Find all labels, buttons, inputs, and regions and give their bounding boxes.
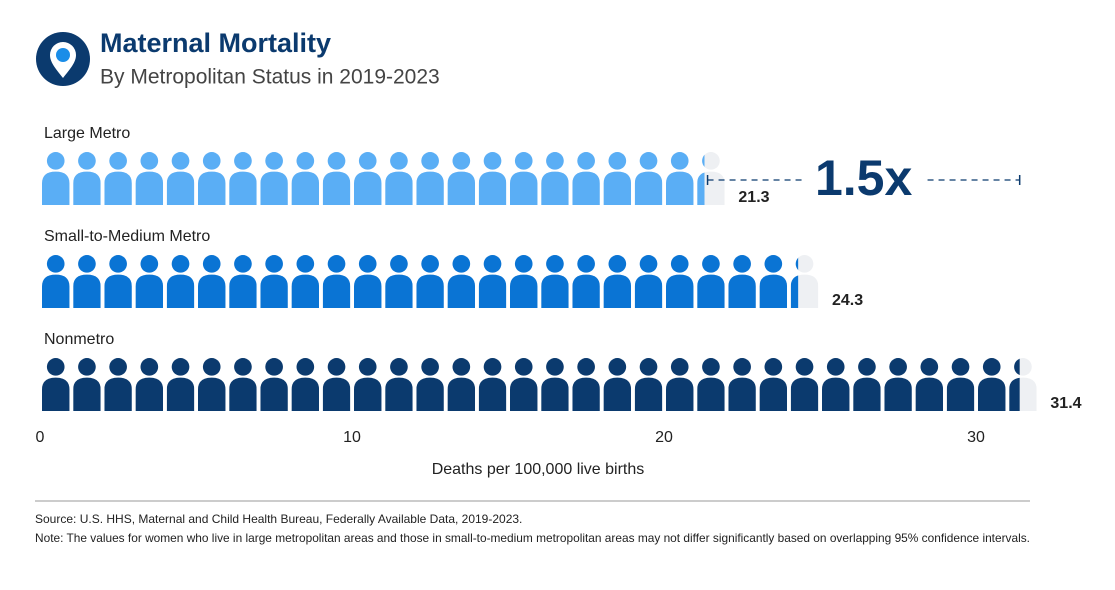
- person-icon: [853, 358, 881, 411]
- chart-subtitle: By Metropolitan Status in 2019-2023: [100, 66, 440, 89]
- person-icon: [478, 358, 507, 411]
- person-icon: [697, 255, 725, 308]
- icon-row: [42, 152, 705, 205]
- person-icon: [104, 358, 132, 411]
- person-icon: [73, 152, 101, 205]
- person-icon: [634, 358, 663, 411]
- person-icon: [759, 358, 788, 411]
- person-icon: [260, 358, 288, 411]
- person-icon: [510, 358, 538, 411]
- x-tick-label: 30: [967, 429, 985, 446]
- person-icon: [572, 358, 600, 411]
- category-label: Large Metro: [44, 125, 130, 142]
- x-axis-label: Deaths per 100,000 live births: [432, 461, 645, 478]
- person-icon: [822, 358, 850, 411]
- person-icon: [260, 255, 288, 308]
- annotation: 1.5x: [815, 150, 913, 206]
- annotation-bg: [803, 152, 924, 208]
- source: Source: U.S. HHS, Maternal and Child Hea…: [35, 512, 522, 526]
- person-icon: [416, 152, 444, 205]
- person-icon: [510, 152, 538, 205]
- person-icon: [697, 358, 725, 411]
- person-icon: [166, 255, 195, 308]
- person-icon: [728, 255, 756, 308]
- value-label: 21.3: [738, 189, 769, 206]
- category-label: Nonmetro: [44, 331, 114, 348]
- person-icon: [198, 255, 226, 308]
- note: Note: The values for women who live in l…: [35, 531, 1030, 545]
- person-icon: [790, 358, 819, 411]
- x-tick-label: 0: [36, 429, 45, 446]
- person-icon: [510, 255, 538, 308]
- x-tick-label: 20: [655, 429, 673, 446]
- person-icon: [541, 255, 569, 308]
- person-icon: [385, 152, 413, 205]
- person-icon: [198, 152, 226, 205]
- person-icon: [260, 152, 288, 205]
- person-icon: [447, 152, 476, 205]
- person-icon: [759, 255, 788, 308]
- person-icon: [166, 152, 195, 205]
- person-icon: [541, 358, 569, 411]
- person-icon: [603, 152, 632, 205]
- person-icon: [291, 255, 320, 308]
- person-icon: [884, 358, 912, 411]
- person-icon: [634, 152, 663, 205]
- value-label: 31.4: [1050, 395, 1081, 412]
- person-icon: [634, 255, 663, 308]
- person-icon: [447, 358, 476, 411]
- person-icon: [603, 255, 632, 308]
- chart-title: Maternal Mortality: [100, 28, 331, 58]
- person-icon: [291, 152, 320, 205]
- person-icon: [42, 255, 70, 308]
- person-icon: [478, 152, 507, 205]
- person-icon: [478, 255, 507, 308]
- person-icon: [198, 358, 226, 411]
- person-icon: [42, 358, 70, 411]
- person-icon: [291, 358, 320, 411]
- value-label: 24.3: [832, 292, 863, 309]
- person-icon: [166, 358, 195, 411]
- person-icon: [73, 255, 101, 308]
- person-icon: [416, 255, 444, 308]
- person-icon: [322, 255, 351, 308]
- person-icon: [572, 255, 600, 308]
- person-icon: [603, 358, 632, 411]
- icon-row: [42, 255, 799, 308]
- person-icon: [354, 358, 382, 411]
- person-icon: [666, 255, 694, 308]
- icon-row: [42, 358, 1020, 411]
- person-icon: [229, 358, 257, 411]
- person-icon: [229, 152, 257, 205]
- category-label: Small-to-Medium Metro: [44, 228, 210, 245]
- person-icon: [666, 358, 694, 411]
- person-icon: [666, 152, 694, 205]
- person-icon: [322, 358, 351, 411]
- person-icon: [978, 358, 1006, 411]
- person-icon: [135, 358, 164, 411]
- person-icon: [385, 255, 413, 308]
- person-icon: [135, 255, 164, 308]
- person-icon: [385, 358, 413, 411]
- person-icon: [354, 255, 382, 308]
- person-icon: [447, 255, 476, 308]
- x-tick-label: 10: [343, 429, 361, 446]
- person-icon: [946, 358, 975, 411]
- person-icon: [42, 152, 70, 205]
- person-icon: [322, 152, 351, 205]
- person-icon: [915, 358, 944, 411]
- person-icon: [354, 152, 382, 205]
- person-icon: [104, 255, 132, 308]
- person-icon: [728, 358, 756, 411]
- person-icon: [104, 152, 132, 205]
- person-icon: [135, 152, 164, 205]
- person-icon: [73, 358, 101, 411]
- logo: [36, 32, 90, 86]
- person-icon: [229, 255, 257, 308]
- person-icon: [541, 152, 569, 205]
- person-icon: [416, 358, 444, 411]
- person-icon: [572, 152, 600, 205]
